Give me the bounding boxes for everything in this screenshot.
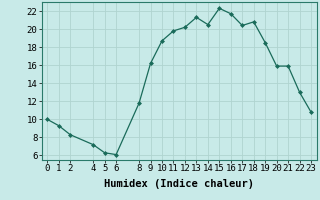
X-axis label: Humidex (Indice chaleur): Humidex (Indice chaleur)	[104, 179, 254, 189]
